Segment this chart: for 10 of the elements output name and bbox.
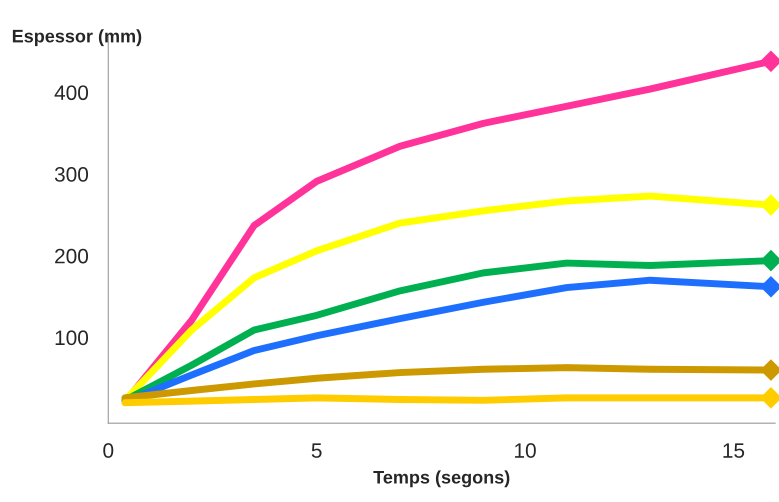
x-axis-title: Temps (segons): [373, 470, 510, 488]
x-tick-label: 5: [312, 443, 322, 458]
x-tick-label: 0: [103, 443, 114, 458]
x-tick-label: 15: [723, 443, 744, 458]
y-tick-label: 200: [55, 248, 88, 264]
x-tick-label: 10: [515, 443, 536, 458]
y-tick-label: 400: [54, 85, 88, 100]
y-tick-label: 300: [54, 167, 88, 182]
y-axis-title: Espessor (mm): [12, 29, 142, 46]
y-tick-label: 100: [56, 330, 88, 346]
